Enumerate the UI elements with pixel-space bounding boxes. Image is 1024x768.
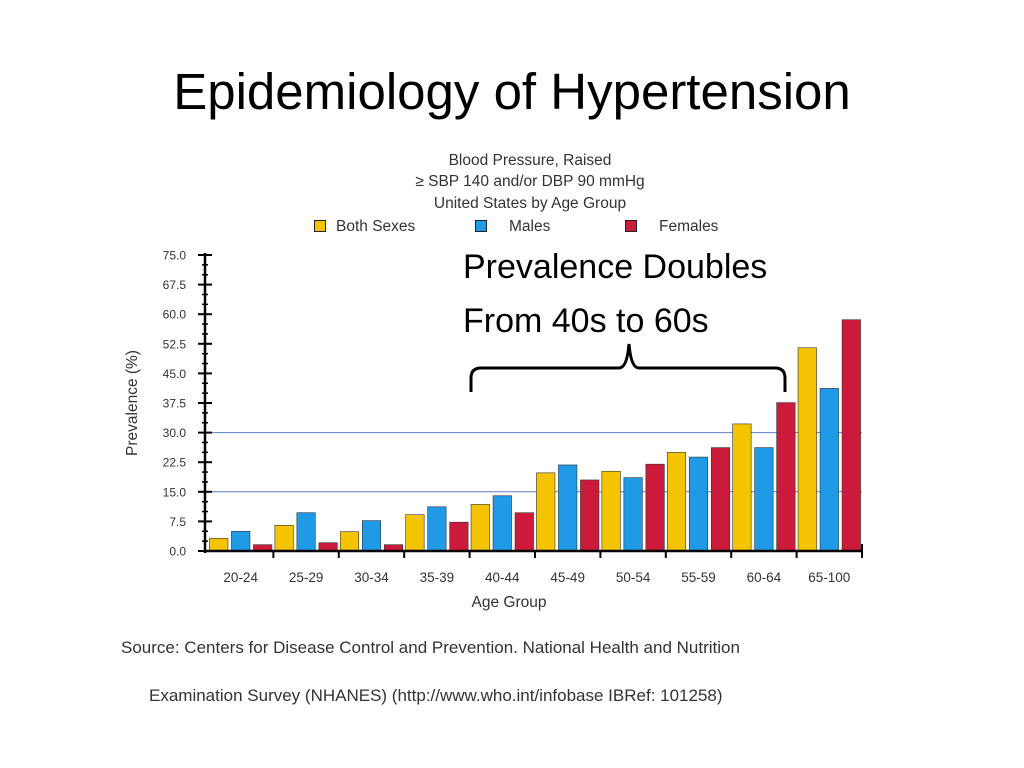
y-tick-label: 52.5 bbox=[163, 337, 187, 351]
legend-item-both-sexes: Both Sexes bbox=[314, 218, 415, 236]
chart-title-line-1: Blood Pressure, Raised bbox=[448, 152, 612, 169]
x-tick-label: 50-54 bbox=[616, 570, 651, 585]
legend-item-males: Males bbox=[475, 218, 550, 236]
slide-title: Epidemiology of Hypertension bbox=[173, 63, 851, 120]
legend-swatch-males bbox=[475, 219, 487, 232]
chart-legend: Both Sexes Males Females bbox=[300, 218, 760, 236]
y-tick-label: 67.5 bbox=[163, 278, 187, 292]
y-axis-label: Prevalence (%) bbox=[124, 350, 141, 456]
source-line-2: Examination Survey (NHANES) (http://www.… bbox=[149, 686, 723, 705]
bar bbox=[449, 521, 469, 552]
y-tick-label: 7.5 bbox=[169, 515, 186, 529]
bar bbox=[623, 477, 643, 552]
bar bbox=[645, 463, 665, 552]
chart-title-line-2: ≥ SBP 140 and/or DBP 90 mmHg bbox=[415, 173, 645, 190]
bar bbox=[558, 464, 578, 552]
bar bbox=[209, 538, 229, 552]
y-tick-label: 45.0 bbox=[163, 367, 187, 381]
x-tick-label: 65-100 bbox=[808, 570, 850, 585]
legend-swatch-both-sexes bbox=[314, 219, 326, 232]
bar bbox=[776, 402, 796, 552]
y-tick-label: 60.0 bbox=[163, 308, 187, 322]
x-tick-label: 20-24 bbox=[223, 570, 258, 585]
legend-label-females: Females bbox=[659, 218, 719, 235]
y-tick-label: 75.0 bbox=[163, 249, 187, 263]
bar bbox=[601, 470, 621, 552]
bar bbox=[732, 423, 752, 552]
bar bbox=[361, 520, 382, 552]
x-tick-label: 30-34 bbox=[354, 570, 389, 585]
bar bbox=[841, 319, 861, 552]
y-tick-label: 15.0 bbox=[163, 485, 187, 499]
x-axis-label: Age Group bbox=[472, 594, 547, 611]
legend-label-males: Males bbox=[509, 218, 551, 235]
bar bbox=[514, 512, 534, 552]
legend-swatch-females bbox=[625, 219, 637, 232]
x-tick-label: 25-29 bbox=[289, 570, 324, 585]
legend-item-females: Females bbox=[625, 218, 718, 236]
y-tick-label: 37.5 bbox=[163, 397, 187, 411]
annotation-line-1: Prevalence Doubles bbox=[463, 248, 768, 286]
annotation-line-2: From 40s to 60s bbox=[463, 302, 709, 340]
bar bbox=[339, 531, 360, 552]
bar bbox=[688, 456, 709, 552]
x-tick-label: 55-59 bbox=[681, 570, 716, 585]
bracket-brace bbox=[469, 343, 787, 392]
source-line-1: Source: Centers for Disease Control and … bbox=[121, 638, 740, 657]
bar bbox=[710, 447, 731, 552]
bar bbox=[580, 479, 600, 552]
bar bbox=[819, 388, 839, 552]
y-tick-label: 22.5 bbox=[163, 456, 187, 470]
bar bbox=[492, 495, 512, 552]
y-tick-label: 30.0 bbox=[163, 426, 187, 440]
bar bbox=[666, 452, 687, 552]
bar bbox=[754, 447, 774, 552]
x-tick-label: 60-64 bbox=[747, 570, 782, 585]
bar bbox=[470, 504, 490, 552]
bar bbox=[274, 525, 294, 552]
bar bbox=[797, 347, 817, 552]
bar bbox=[296, 512, 316, 552]
x-tick-label: 35-39 bbox=[420, 570, 455, 585]
x-tick-label: 40-44 bbox=[485, 570, 520, 585]
chart-title-line-3: United States by Age Group bbox=[433, 195, 627, 212]
bar bbox=[536, 472, 556, 552]
bar bbox=[405, 514, 425, 552]
bar bbox=[231, 530, 251, 552]
y-tick-label: 0.0 bbox=[169, 545, 186, 559]
bar bbox=[427, 506, 447, 552]
legend-label-both-sexes: Both Sexes bbox=[336, 218, 416, 235]
x-tick-label: 45-49 bbox=[550, 570, 585, 585]
